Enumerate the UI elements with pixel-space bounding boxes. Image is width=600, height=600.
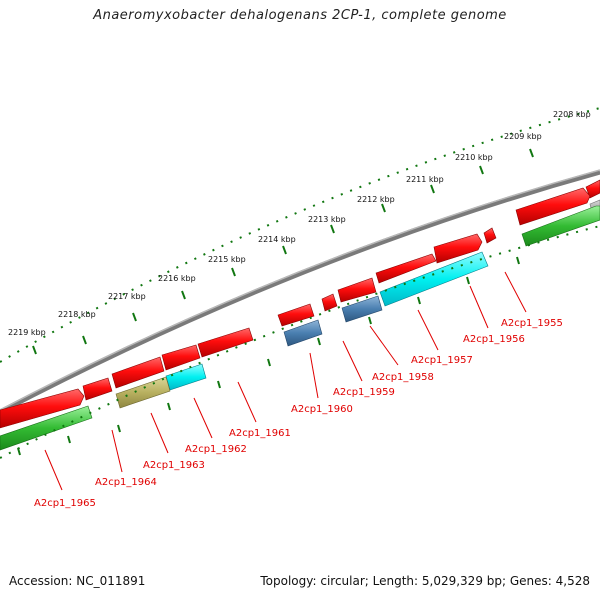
gene-label-leaders [44,271,527,491]
kbp-label: 2214 kbp [258,235,296,244]
gene-label: A2cp1_1956 [463,334,525,345]
gene-arrow [111,356,165,389]
gene-label: A2cp1_1963 [143,460,205,471]
kbp-label: 2215 kbp [208,255,246,264]
gene-arrow [375,253,437,284]
kbp-label: 2210 kbp [455,153,493,162]
cds-feature [283,319,323,347]
gene-label: A2cp1_1964 [95,477,157,488]
map-title: Anaeromyxobacter dehalogenans 2CP-1, com… [93,8,507,23]
kbp-label: 2219 kbp [8,328,46,337]
green-feature [0,405,93,451]
kbp-label: 2217 kbp [108,292,146,301]
kbp-label: 2216 kbp [158,274,196,283]
backbone-line [0,169,600,415]
kbp-label: 2213 kbp [308,215,346,224]
kbp-label: 2211 kbp [406,175,444,184]
gene-arrow [515,187,591,226]
genome-summary-text: Topology: circular; Length: 5,029,329 bp… [260,574,590,588]
gene-arrow [433,233,483,264]
gene-arrow [197,327,254,358]
inner-ruler-ticks [17,256,520,456]
gene-arrow [321,293,338,312]
gene-label: A2cp1_1961 [229,428,291,439]
gene-label: A2cp1_1959 [333,387,395,398]
kbp-label: 2212 kbp [357,195,395,204]
green-feature [521,205,600,247]
gene-label: A2cp1_1960 [291,404,353,415]
kbp-label: 2218 kbp [58,310,96,319]
gene-label: A2cp1_1962 [185,444,247,455]
green-track [0,205,600,451]
gene-label: A2cp1_1955 [501,318,563,329]
gene-arrow [82,377,113,401]
kbp-major-ticks [32,148,534,355]
gene-label: A2cp1_1957 [411,355,473,366]
kbp-label: 2208 kbp [553,110,591,119]
gene-arrow [0,388,85,429]
forward-strand-genes [0,179,600,429]
gene-arrow [483,227,497,244]
gene-label: A2cp1_1958 [372,372,434,383]
gene-arrow [337,277,377,303]
cds-feature [341,295,383,323]
backbone-highlight [0,169,600,411]
gene-label: A2cp1_1965 [34,498,96,509]
gene-arrow [161,344,201,371]
accession-text: Accession: NC_011891 [9,574,146,588]
cds-feature [115,376,171,409]
gene-arrow [277,303,315,327]
kbp-label: 2209 kbp [504,132,542,141]
